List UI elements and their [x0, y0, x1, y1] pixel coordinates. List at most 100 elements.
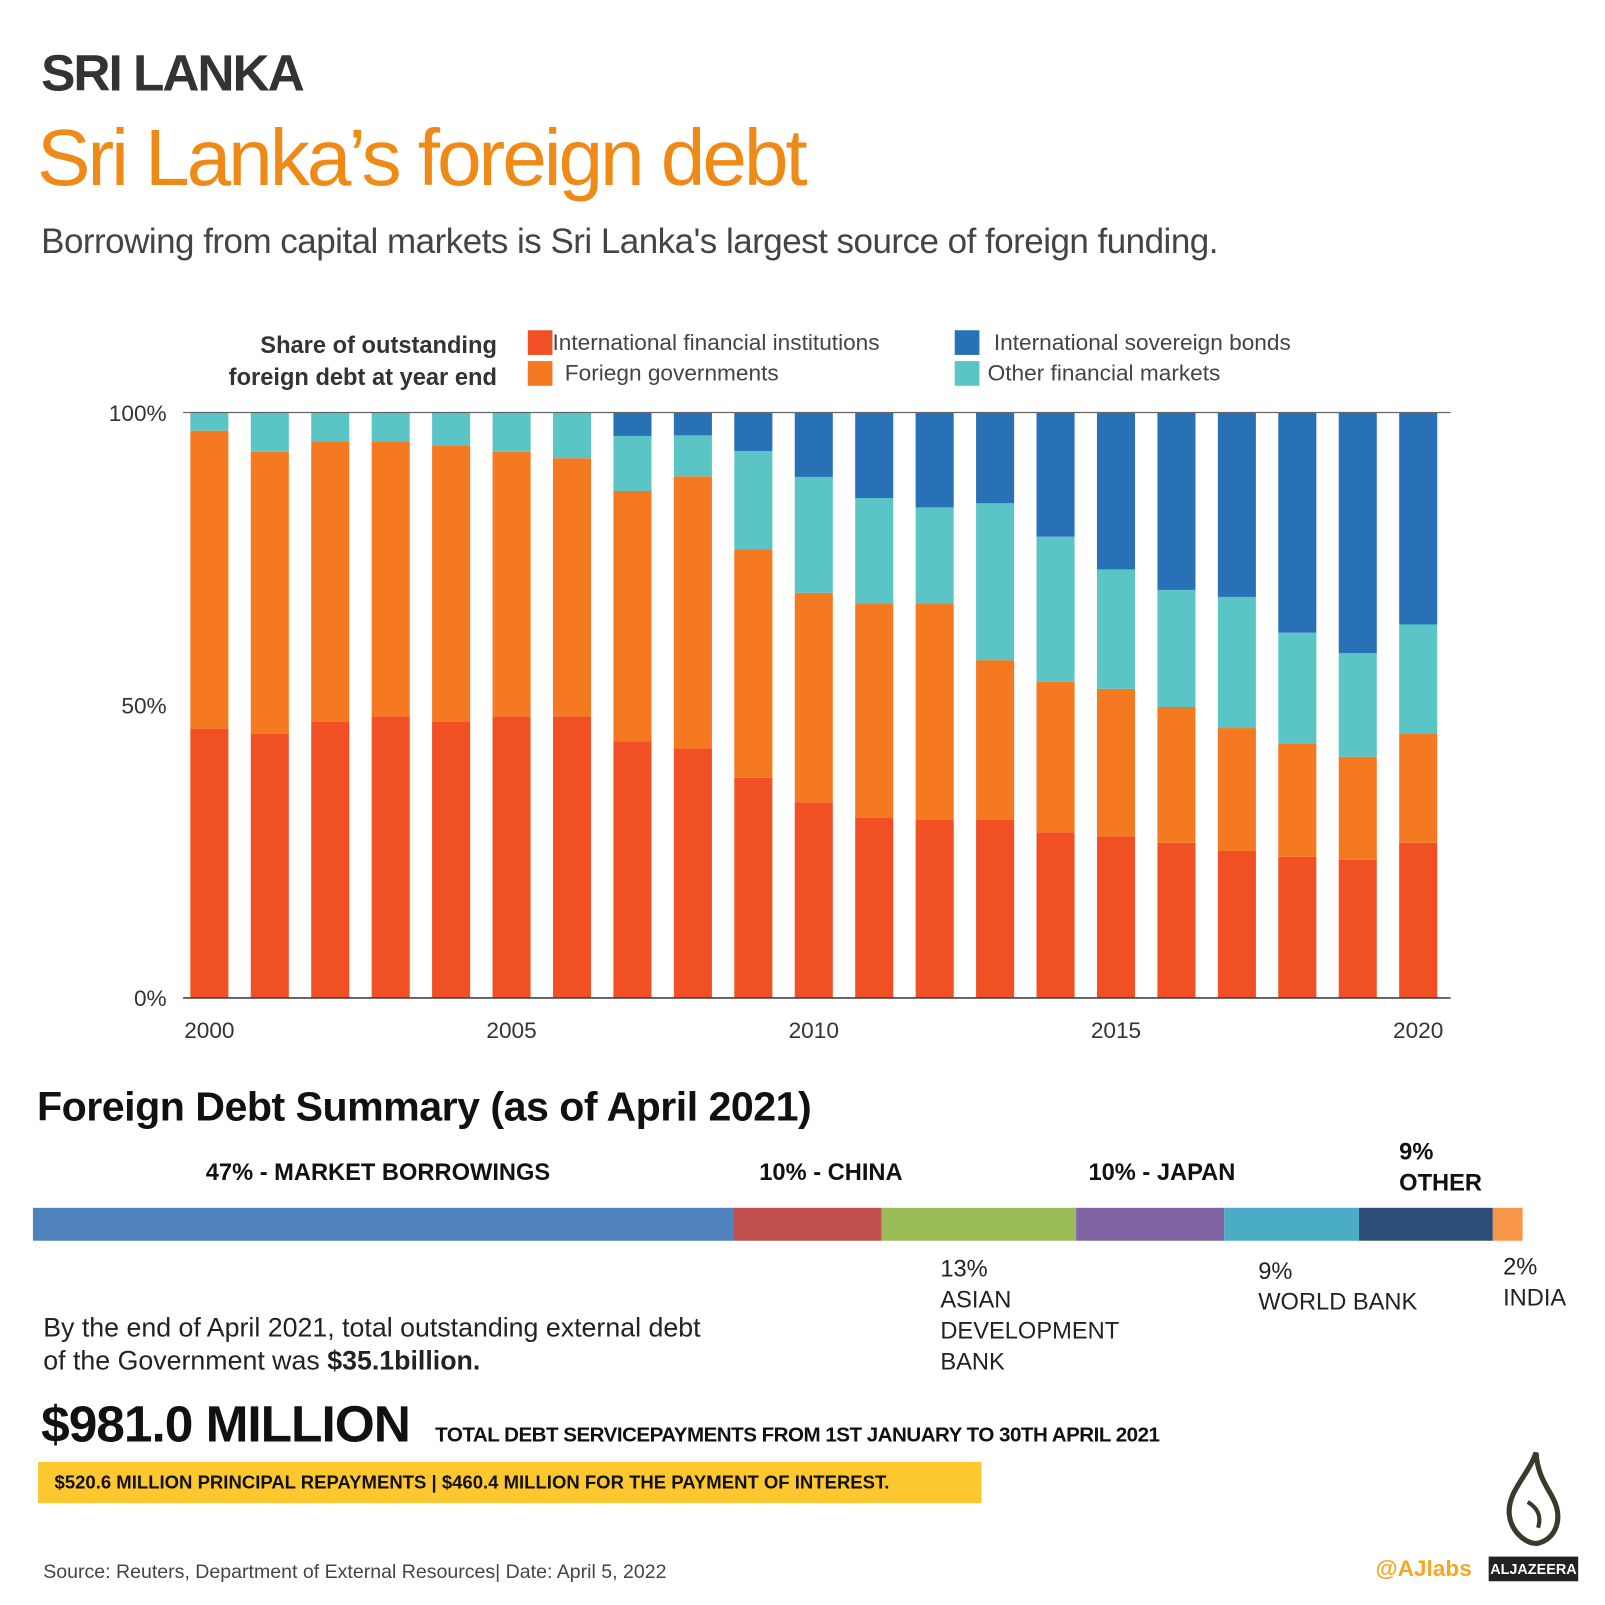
x-tick-label: 2000	[184, 1018, 234, 1043]
bar-segment-2000-1	[190, 430, 229, 729]
bar-segment-2007-1	[613, 490, 652, 742]
bar-segment-2000-0	[190, 728, 229, 998]
bar-segment-2004-2	[432, 412, 471, 446]
bar-segment-2010-3	[794, 412, 833, 477]
bar-segment-2013-0	[976, 819, 1015, 998]
legend-swatch	[954, 361, 980, 386]
breakdown-text: $520.6 MILLION PRINCIPAL REPAYMENTS | $4…	[54, 1472, 890, 1493]
bar-segment-2018-1	[1278, 743, 1317, 857]
bar-segment-2012-2	[915, 507, 954, 604]
page-title: Sri Lanka’s foreign debt	[37, 112, 808, 203]
bar-segment-2006-2	[552, 412, 592, 459]
bar-segment-2000-2	[190, 412, 229, 431]
y-tick-label: 100%	[109, 401, 167, 426]
bar-segment-2001-1	[250, 451, 289, 734]
legend-title-line: Share of outstanding	[260, 331, 497, 359]
summary-bar	[32, 1207, 1523, 1241]
bar-segment-2019-0	[1338, 859, 1377, 998]
total-text-line: of the Government was	[43, 1344, 328, 1376]
segment-name: INDIA	[1503, 1283, 1567, 1311]
bar-segment-2010-0	[794, 802, 833, 998]
legend-title: Share of outstanding foreign debt at yea…	[154, 329, 497, 393]
y-tick-label: 50%	[121, 693, 166, 718]
legend-label: Other financial markets	[987, 360, 1221, 386]
summary-segment-5	[1358, 1207, 1493, 1241]
big-number-caption: TOTAL DEBT SERVICEPAYMENTS FROM 1ST JANU…	[435, 1423, 1160, 1447]
bar-segment-2001-2	[250, 412, 289, 452]
segment-label-india: 2% INDIA	[1503, 1251, 1566, 1313]
x-tick-label: 2020	[1393, 1018, 1443, 1043]
bar-segment-2008-1	[673, 476, 712, 749]
segment-name: BANK	[940, 1347, 1005, 1375]
x-tick-label: 2005	[486, 1018, 536, 1043]
bar-segment-2007-0	[613, 741, 652, 998]
bar-segment-2004-0	[432, 721, 471, 998]
segment-name: DEVELOPMENT	[940, 1316, 1120, 1344]
segment-pct: 9%	[1258, 1257, 1293, 1284]
segment-pct: 2%	[1503, 1253, 1538, 1280]
legend-item-isb: International sovereign bonds	[954, 329, 1291, 356]
bar-segment-2015-3	[1096, 412, 1136, 570]
summary-segment-1	[733, 1207, 883, 1241]
segment-name: WORLD BANK	[1258, 1288, 1418, 1315]
breakdown-banner: $520.6 MILLION PRINCIPAL REPAYMENTS | $4…	[38, 1461, 982, 1504]
legend-swatch	[527, 330, 553, 355]
bar-segment-2011-1	[855, 603, 894, 818]
bar-segment-2002-2	[311, 412, 350, 442]
summary-segment-3	[1075, 1207, 1225, 1241]
legend-swatch	[527, 361, 553, 386]
segment-label-japan: 10% - JAPAN	[1088, 1158, 1236, 1186]
big-number: $981.0 MILLION	[41, 1395, 411, 1453]
bar-segment-2013-3	[976, 412, 1015, 504]
bar-segment-2002-0	[311, 721, 350, 998]
bar-segment-2017-1	[1217, 728, 1256, 852]
bar-segment-2016-3	[1157, 412, 1196, 590]
bar-segment-2019-2	[1338, 653, 1377, 757]
bar-segment-2015-2	[1096, 569, 1136, 689]
bar-segment-2018-2	[1278, 632, 1317, 744]
bar-segment-2007-2	[613, 435, 652, 491]
kicker: SRI LANKA	[41, 44, 305, 102]
bar-segment-2020-1	[1399, 733, 1438, 843]
bar-segment-2005-0	[492, 716, 531, 998]
bar-segment-2009-0	[734, 777, 773, 998]
subtitle: Borrowing from capital markets is Sri La…	[41, 222, 1218, 262]
aljazeera-logo-icon	[1506, 1451, 1561, 1546]
bar-segment-2012-3	[915, 412, 954, 508]
x-tick-label: 2010	[789, 1018, 839, 1043]
bar-segment-2008-2	[673, 435, 712, 477]
bar-segment-2015-0	[1096, 836, 1136, 998]
segment-pct: 13%	[940, 1255, 988, 1282]
bar-segment-2009-2	[734, 451, 773, 550]
bar-segment-2017-0	[1217, 851, 1256, 998]
bar-segment-2019-1	[1338, 756, 1377, 860]
bar-segment-2020-3	[1399, 412, 1438, 625]
bar-segment-2014-2	[1036, 536, 1075, 682]
legend-item-fg: Foriegn governments	[527, 360, 779, 387]
legend-title-line: foreign debt at year end	[228, 363, 497, 390]
segment-name: ASIAN	[940, 1286, 1012, 1313]
bar-segment-2005-2	[492, 412, 531, 452]
bar-segment-2012-1	[915, 603, 954, 820]
bar-segment-2009-1	[734, 549, 773, 778]
legend-label: Foriegn governments	[564, 360, 779, 386]
segment-label-adb: 13% ASIAN DEVELOPMENT BANK	[940, 1253, 1119, 1376]
bar-segment-2018-0	[1278, 856, 1317, 998]
segment-label-market: 47% - MARKET BORROWINGS	[205, 1158, 551, 1186]
y-tick-label: 0%	[134, 986, 167, 1011]
x-tick-label: 2015	[1091, 1018, 1141, 1043]
bar-segment-2015-1	[1096, 688, 1136, 837]
segment-name: OTHER	[1399, 1168, 1482, 1196]
bar-segment-2005-1	[492, 451, 531, 717]
legend-label: International financial institutions	[552, 329, 880, 355]
bar-segment-2014-0	[1036, 832, 1075, 998]
bar-segment-2008-3	[673, 412, 712, 436]
bar-segment-2019-3	[1338, 412, 1377, 654]
segment-label-world-bank: 9% WORLD BANK	[1258, 1255, 1417, 1317]
total-debt-text: By the end of April 2021, total outstand…	[43, 1311, 700, 1377]
bar-segment-2020-0	[1399, 842, 1438, 998]
bar-segment-2010-1	[794, 592, 833, 803]
bar-segment-2011-0	[855, 817, 894, 998]
stacked-bar-chart: 0% 50% 100% 2000 2005 2010 2015 2020	[109, 401, 1451, 1043]
